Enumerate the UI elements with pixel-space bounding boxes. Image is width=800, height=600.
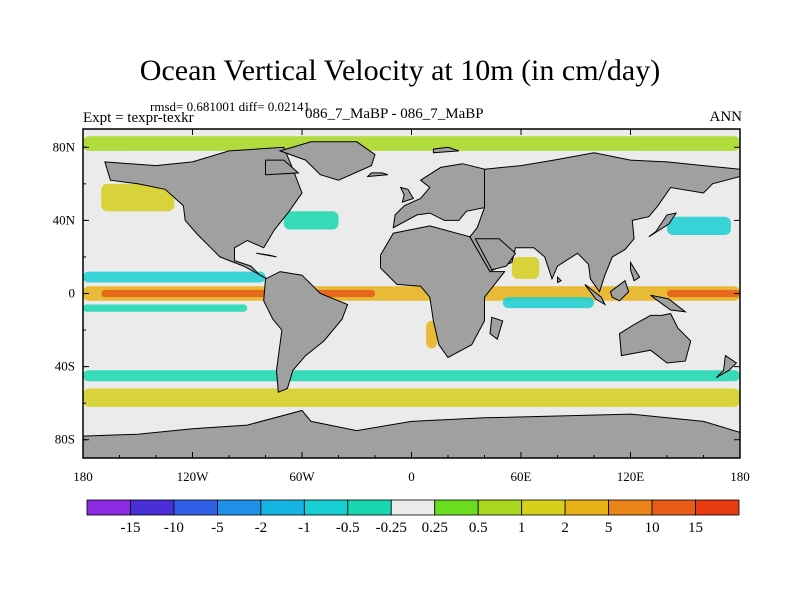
field-band-11	[667, 216, 731, 236]
colorbar-label: -5	[211, 520, 224, 536]
y-tick-label: 40S	[55, 359, 75, 374]
colorbar-swatch	[434, 499, 479, 516]
colorbar-swatch	[130, 499, 175, 516]
season-label: ANN	[709, 109, 743, 125]
land-philippines	[630, 260, 641, 282]
land-baffin	[265, 159, 300, 176]
chart-title: Ocean Vertical Velocity at 10m (in cm/da…	[139, 54, 661, 87]
case-label: 086_7_MaBP - 086_7_MaBP	[305, 106, 484, 122]
land-greenland	[278, 141, 376, 181]
land-borneo	[609, 279, 630, 302]
y-tick-label: 0	[69, 286, 76, 301]
colorbar-label: 5	[605, 520, 613, 536]
field-band-2	[667, 289, 740, 298]
field-band-7	[83, 388, 740, 407]
field-band-13	[502, 297, 594, 309]
colorbar-label: 10	[645, 520, 660, 536]
colorbar-label: 1	[518, 520, 526, 536]
field-band-10	[511, 256, 540, 279]
colorbar-swatch	[173, 499, 218, 516]
x-tick-label: 120W	[177, 469, 210, 484]
land-africa	[380, 225, 506, 359]
field-band-4	[83, 304, 248, 312]
land-japan	[648, 212, 678, 238]
x-tick-label: 60W	[289, 469, 315, 484]
x-tick-label: 120E	[617, 469, 645, 484]
colorbar-swatch	[477, 499, 523, 516]
colorbar-swatch	[695, 499, 740, 516]
field-band-3	[83, 271, 266, 283]
stats-label: rmsd= 0.681001 diff= 0.02141	[150, 99, 310, 114]
axis-ticks: 180 120W 60W 0 60E 120E 180 80N 40N 0 40S 80S	[53, 129, 750, 484]
land-australia	[618, 313, 692, 364]
colorbar-label: -10	[164, 520, 184, 536]
x-tick-label: 60E	[511, 469, 532, 484]
x-tick-label: 0	[408, 469, 415, 484]
colorbar-label: -1	[298, 520, 311, 536]
land-new-zealand	[715, 354, 738, 379]
colorbar: -15 -10 -5 -2 -1 -0.5 -0.25 0.25 0.5 1 2 5 10 15	[86, 499, 740, 536]
land-uk	[399, 186, 415, 203]
colorbar-label: -0.25	[376, 520, 407, 536]
land-iceland	[366, 172, 388, 178]
field-band-1	[101, 289, 375, 298]
colorbar-swatch	[390, 499, 436, 516]
land-svalbard	[432, 146, 460, 154]
y-tick-label: 80S	[55, 432, 75, 447]
colorbar-label: -0.5	[336, 520, 360, 536]
colorbar-label: -2	[255, 520, 268, 536]
colorbar-swatch	[564, 499, 610, 516]
velocity-field	[83, 136, 740, 407]
land-madagascar	[489, 316, 504, 341]
land-antarctica	[83, 409, 740, 458]
field-band-6	[83, 136, 740, 151]
field-band-12	[283, 211, 339, 230]
land-new-guinea	[650, 294, 688, 313]
experiment-label: Expt = texpr-texkr	[83, 110, 194, 126]
colorbar-swatch	[260, 499, 305, 516]
field-band-5	[101, 183, 175, 212]
colorbar-label: 0.25	[422, 520, 448, 536]
land-sri-lanka	[557, 275, 562, 284]
y-tick-label: 80N	[53, 139, 76, 154]
colorbar-swatch	[216, 499, 262, 516]
colorbar-swatch	[86, 499, 131, 516]
colorbar-label: -15	[120, 520, 140, 536]
field-band-8	[83, 370, 740, 382]
colorbar-label: 15	[688, 520, 703, 536]
x-tick-label: 180	[730, 469, 750, 484]
land-arabia	[474, 238, 517, 271]
field-band-9	[426, 320, 438, 349]
land-mask	[83, 141, 740, 458]
land-cuba	[256, 252, 277, 258]
colorbar-swatch	[347, 499, 392, 516]
colorbar-swatch	[521, 499, 566, 516]
colorbar-label: 2	[561, 520, 569, 536]
y-tick-label: 40N	[53, 212, 76, 227]
x-tick-label: 180	[73, 469, 93, 484]
colorbar-swatch	[303, 499, 349, 516]
colorbar-label: 0.5	[469, 520, 488, 536]
colorbar-swatch	[651, 499, 696, 516]
colorbar-swatch	[608, 499, 653, 516]
land-sumatra	[584, 284, 607, 306]
land-south-america	[263, 271, 349, 393]
